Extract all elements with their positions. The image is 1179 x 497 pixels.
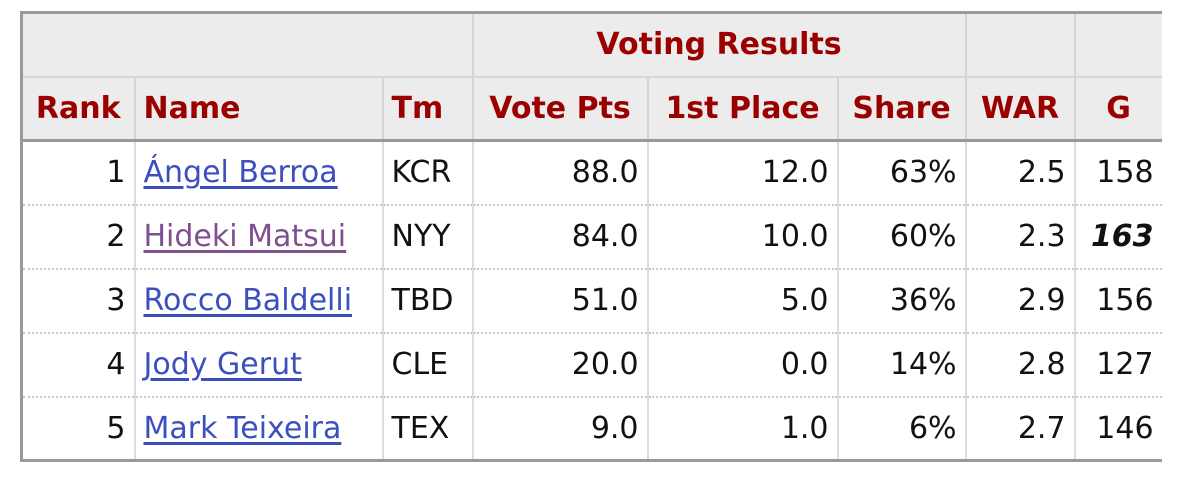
table-cell: 4 bbox=[20, 332, 136, 398]
table-cell: KCR bbox=[381, 140, 474, 206]
table-cell: 60% bbox=[836, 204, 967, 270]
player-link[interactable]: Mark Teixeira bbox=[143, 410, 342, 446]
player-link[interactable]: Hideki Matsui bbox=[143, 219, 347, 254]
table-cell: Jody Gerut bbox=[133, 332, 384, 398]
column-header: Share bbox=[836, 75, 967, 142]
table-cell: 20.0 bbox=[471, 332, 649, 398]
table-head: Voting Results Rank Name Tm Vote Pts 1st Pla… bbox=[19, 11, 1162, 142]
column-header: WAR bbox=[964, 75, 1076, 142]
table-cell: 0.0 bbox=[646, 332, 839, 398]
table-cell: 127 bbox=[1073, 332, 1162, 398]
table-cell: 1.0 bbox=[646, 396, 839, 462]
table-cell: 2.5 bbox=[964, 140, 1076, 206]
column-header: Vote Pts bbox=[471, 75, 649, 142]
table-cell: 2.8 bbox=[964, 332, 1076, 398]
table-cell: 2.7 bbox=[964, 396, 1076, 462]
table-row: 4 Jody Gerut CLE 20.0 0.0 14% 2.8 127 bbox=[20, 332, 1162, 398]
table-cell: 9.0 bbox=[471, 396, 649, 462]
table-cell: Mark Teixeira bbox=[133, 396, 384, 462]
table-row: 3 Rocco Baldelli TBD 51.0 5.0 36% 2.9 156 bbox=[20, 268, 1162, 334]
player-link[interactable]: Jody Gerut bbox=[143, 347, 302, 382]
table-cell: 5 bbox=[20, 396, 136, 462]
column-header: 1st Place bbox=[646, 75, 839, 142]
table-cell: TEX bbox=[381, 396, 474, 462]
group-spacer bbox=[1073, 11, 1162, 78]
column-header: Rank bbox=[20, 75, 136, 142]
table-cell: 1 bbox=[20, 140, 136, 206]
table-cell: 158 bbox=[1073, 140, 1162, 206]
table-cell: 14% bbox=[836, 332, 967, 398]
table-cell: 3 bbox=[20, 268, 136, 334]
player-link[interactable]: Rocco Baldelli bbox=[143, 283, 353, 318]
group-spacer bbox=[964, 11, 1076, 78]
column-header: G bbox=[1073, 75, 1162, 142]
table-cell: 10.0 bbox=[646, 204, 839, 270]
table-cell: 2.9 bbox=[964, 268, 1076, 334]
table-cell: 12.0 bbox=[646, 140, 839, 206]
voting-table: Voting Results Rank Name Tm Vote Pts 1st Pla… bbox=[19, 11, 1162, 462]
table-cell: 156 bbox=[1073, 268, 1162, 334]
table-row: 2 Hideki Matsui NYY 84.0 10.0 60% 2.3 163 bbox=[20, 204, 1162, 270]
table-cell: 5.0 bbox=[646, 268, 839, 334]
table-body: 1 Ángel Berroa KCR 88.0 12.0 63% 2.5 158 2 Hideki… bbox=[20, 140, 1162, 462]
table-cell: 51.0 bbox=[471, 268, 649, 334]
table-cell: 163 bbox=[1073, 204, 1162, 270]
group-header: Voting Results bbox=[471, 11, 967, 78]
column-header: Name bbox=[133, 75, 384, 142]
column-header: Tm bbox=[381, 75, 474, 142]
table-cell: Hideki Matsui bbox=[133, 204, 384, 270]
table-cell: TBD bbox=[381, 268, 474, 334]
table-cell: 36% bbox=[836, 268, 967, 334]
table-cell: 88.0 bbox=[471, 140, 649, 206]
group-header-row: Voting Results bbox=[19, 11, 1162, 78]
table-cell: 2 bbox=[20, 204, 136, 270]
table-cell: Ángel Berroa bbox=[133, 140, 384, 206]
table-cell: Rocco Baldelli bbox=[133, 268, 384, 334]
table-cell: 6% bbox=[836, 396, 967, 462]
table-cell: 146 bbox=[1073, 396, 1162, 462]
table-cell: NYY bbox=[381, 204, 474, 270]
table-cell: 84.0 bbox=[471, 204, 649, 270]
table-cell: CLE bbox=[381, 332, 474, 398]
table-row: 1 Ángel Berroa KCR 88.0 12.0 63% 2.5 158 bbox=[20, 140, 1162, 206]
table-row: 5 Mark Teixeira TEX 9.0 1.0 6% 2.7 146 bbox=[20, 396, 1162, 462]
table-cell: 2.3 bbox=[964, 204, 1076, 270]
table-cell: 63% bbox=[836, 140, 967, 206]
player-link[interactable]: Ángel Berroa bbox=[143, 155, 338, 191]
group-spacer bbox=[19, 11, 474, 78]
header-row: Rank Name Tm Vote Pts 1st Place Share WAR G bbox=[20, 75, 1162, 142]
